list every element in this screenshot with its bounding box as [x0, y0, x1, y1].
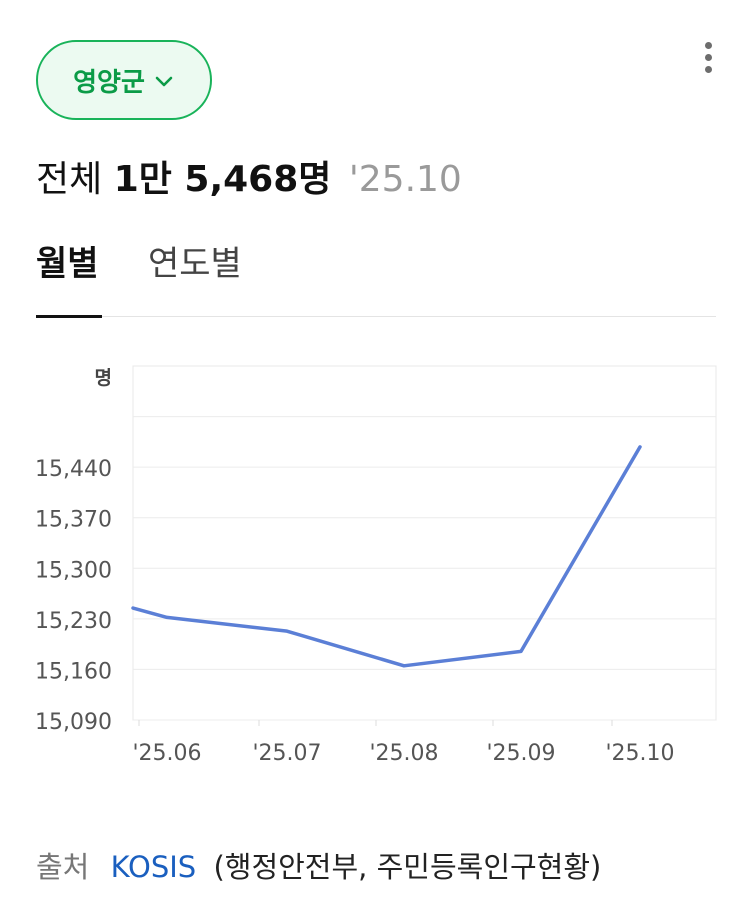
period-tabs: 월별 연도별 [36, 236, 716, 318]
source-description: (행정안전부, 주민등록인구현황) [213, 850, 602, 884]
summary-label: 전체 [36, 159, 103, 200]
series-line [131, 445, 642, 668]
tab-monthly[interactable]: 월별 [36, 244, 99, 284]
tab-yearly[interactable]: 연도별 [148, 244, 242, 284]
source-label: 출처 [36, 850, 90, 884]
region-selector-button[interactable]: 영양군 [36, 40, 212, 120]
population-line-chart: 15,090 15,160 15,230 15,300 15,370 15,440 명 '25… [35, 365, 717, 766]
more-options-icon[interactable] [694, 38, 722, 78]
active-tab-indicator [36, 315, 102, 318]
region-name: 영양군 [73, 67, 145, 98]
y-tick-label: 15,440 [35, 457, 112, 482]
x-tick-label: '25.07 [252, 741, 321, 766]
y-tick-label: 15,370 [35, 508, 112, 533]
x-tick-label: '25.10 [605, 741, 674, 766]
source-line: 출처 KOSIS (행정안전부, 주민등록인구현황) [36, 844, 601, 886]
x-tick-label: '25.09 [486, 741, 555, 766]
y-tick-label: 15,160 [35, 659, 112, 684]
summary-date: '25.10 [348, 159, 462, 200]
plot-frame [132, 365, 717, 721]
y-tick-label: 15,300 [35, 558, 112, 583]
y-unit-label: 명 [95, 367, 112, 389]
x-tick-label: '25.06 [132, 741, 201, 766]
summary-value: 1만 5,468명 [113, 159, 332, 200]
y-tick-label: 15,090 [35, 710, 112, 735]
chevron-down-icon [155, 76, 173, 87]
population-summary: 전체 1만 5,468명 '25.10 [36, 150, 462, 202]
x-tick-label: '25.08 [369, 741, 438, 766]
source-link[interactable]: KOSIS [110, 850, 197, 884]
y-tick-label: 15,230 [35, 609, 112, 634]
